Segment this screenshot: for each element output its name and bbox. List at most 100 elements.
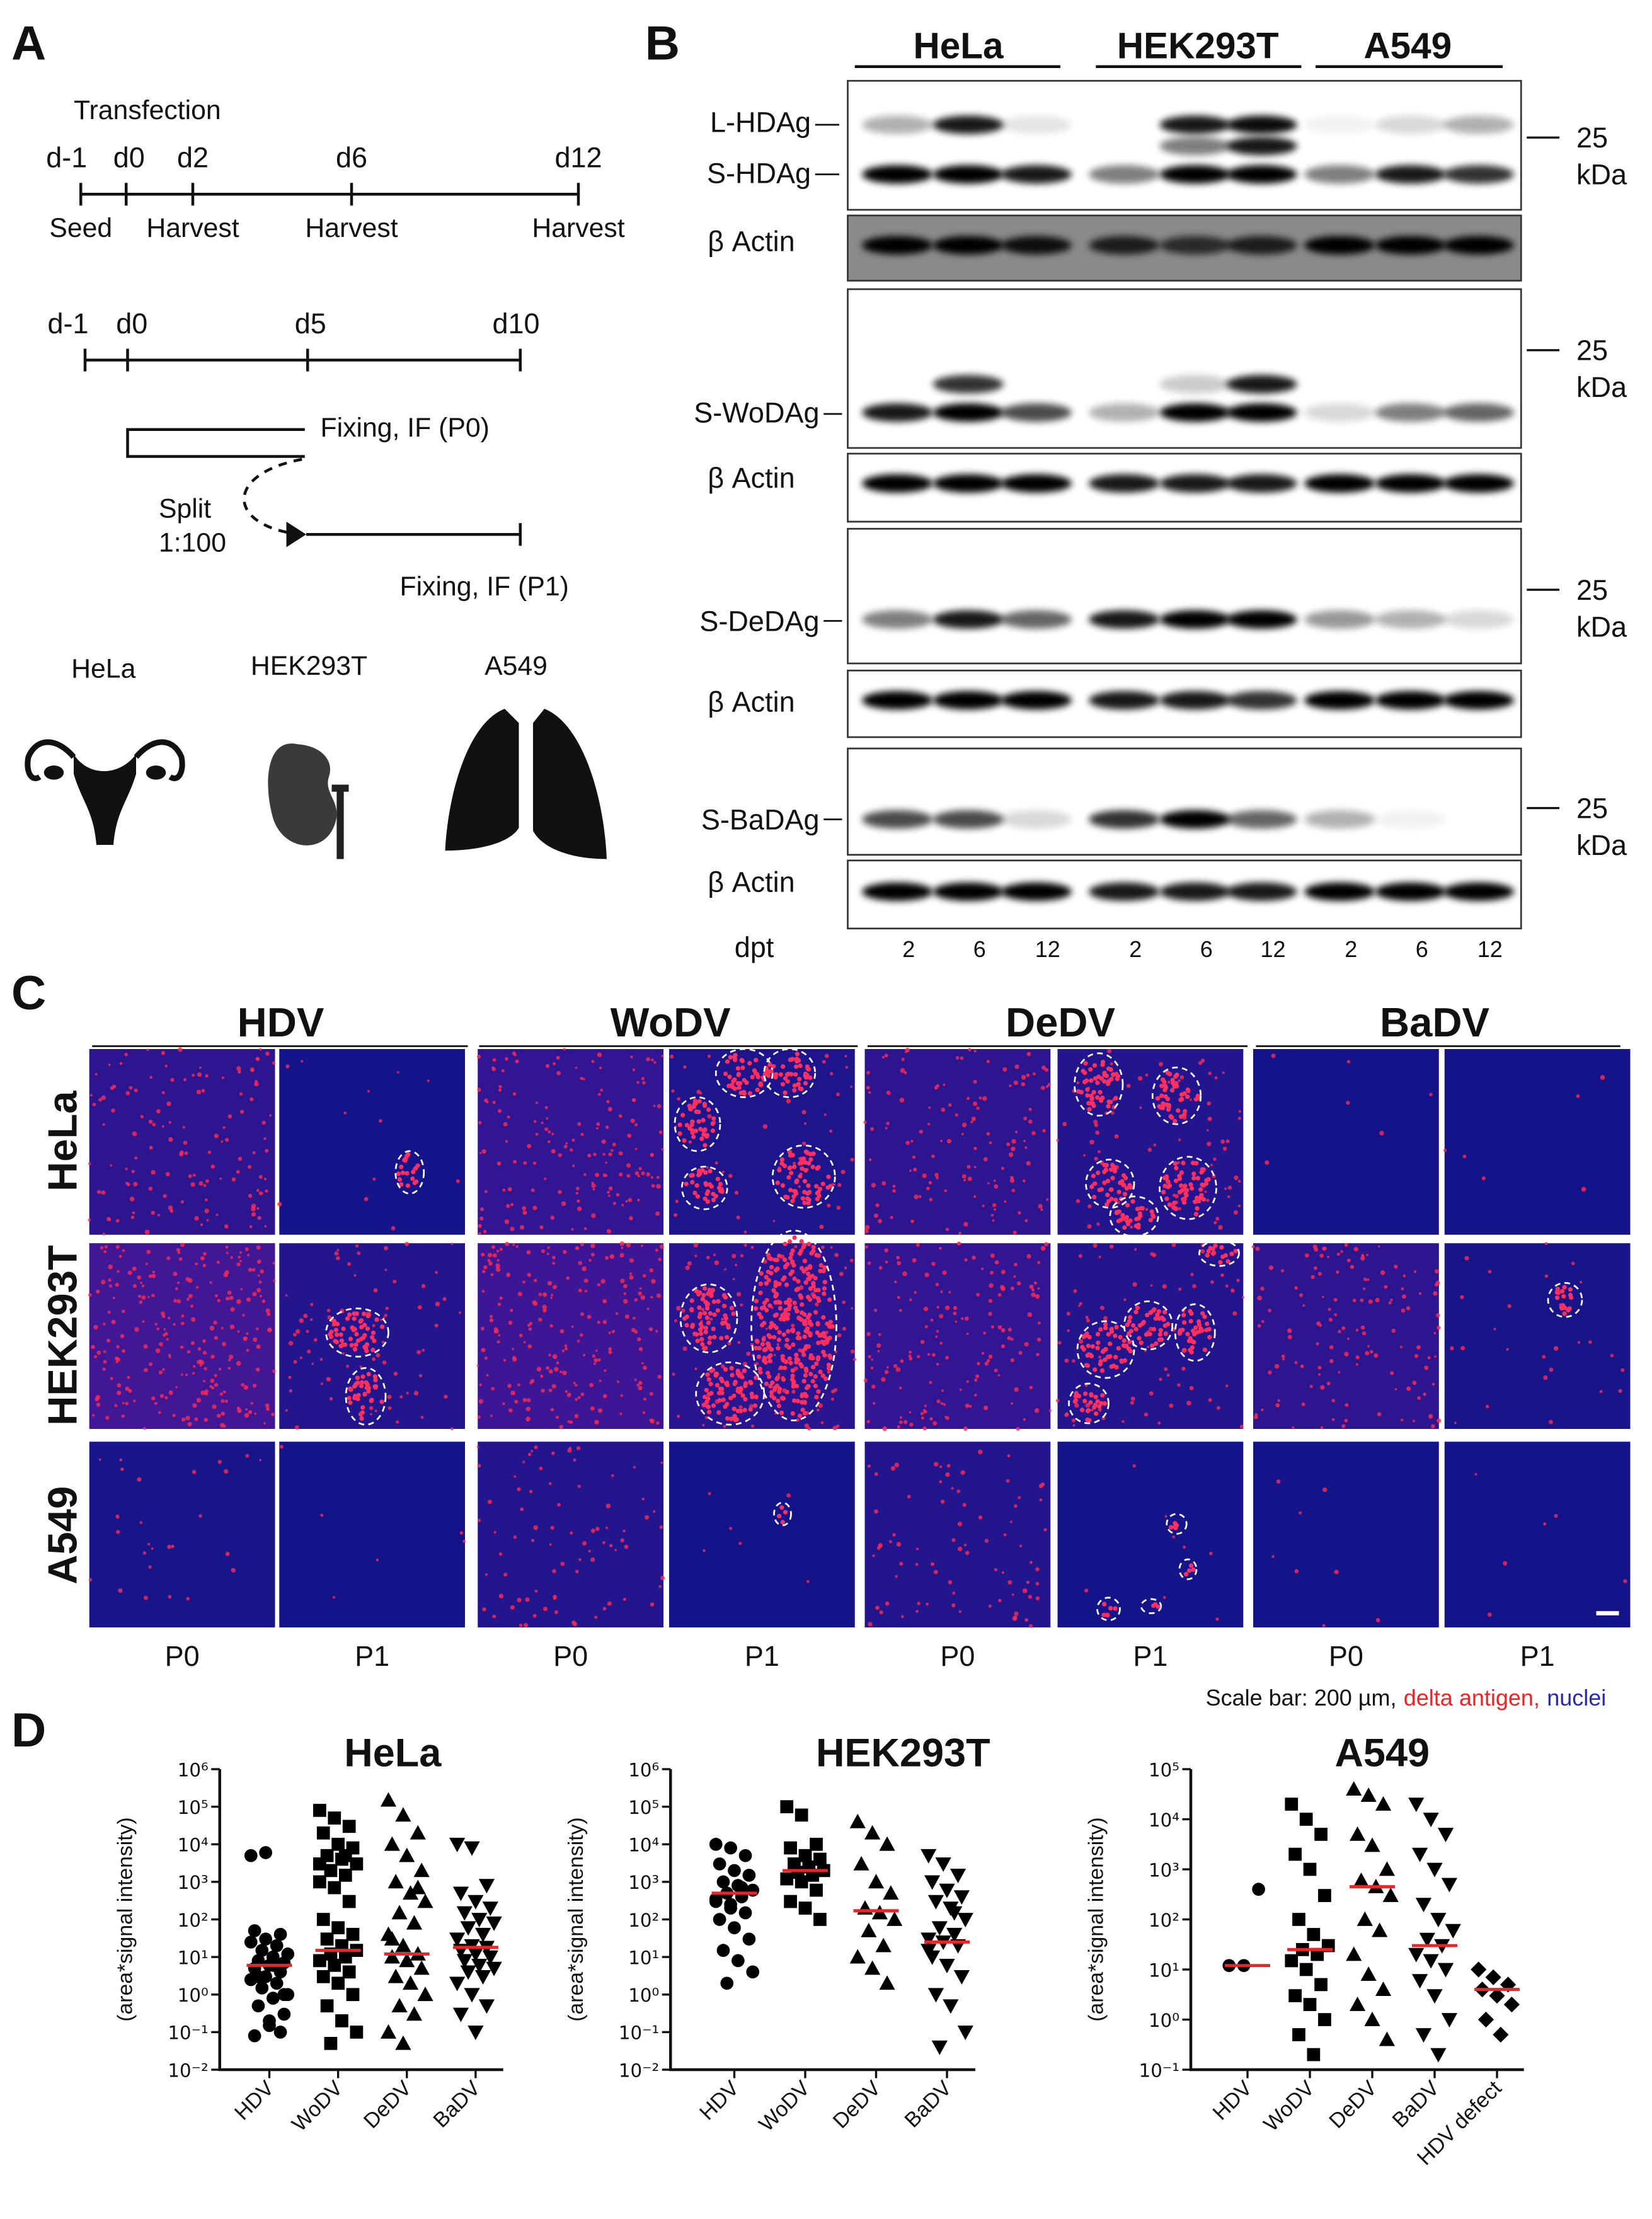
- focus-dot: [1100, 1393, 1105, 1398]
- signal-dot: [1222, 1147, 1227, 1151]
- signal-dot: [556, 1070, 561, 1075]
- signal-dot: [918, 1195, 922, 1198]
- signal-dot: [544, 1106, 548, 1110]
- signal-dot: [159, 1342, 163, 1346]
- signal-dot: [265, 1052, 270, 1056]
- point: [861, 1922, 877, 1937]
- signal-dot: [851, 1307, 854, 1310]
- signal-dot: [237, 1070, 241, 1074]
- focus-dot: [1201, 1183, 1206, 1188]
- focus-dot: [1559, 1288, 1565, 1294]
- focus-dot: [1112, 1169, 1118, 1174]
- point: [709, 1837, 723, 1851]
- signal-dot: [186, 1297, 190, 1301]
- signal-dot: [599, 1066, 602, 1070]
- dpt-label: dpt: [735, 931, 774, 963]
- signal-dot: [1021, 1082, 1026, 1087]
- signal-dot: [1434, 1269, 1439, 1274]
- signal-dot: [173, 1299, 178, 1303]
- signal-dot: [976, 1106, 980, 1110]
- signal-dot: [997, 1325, 1002, 1329]
- signal-dot: [162, 1368, 165, 1371]
- signal-dot: [88, 1218, 91, 1222]
- signal-dot: [103, 1322, 106, 1326]
- signal-dot: [506, 1204, 510, 1208]
- signal-dot: [750, 1424, 755, 1428]
- focus-dot: [1139, 1206, 1144, 1211]
- focus-dot: [794, 1178, 800, 1183]
- signal-dot: [612, 1142, 616, 1147]
- signal-dot: [864, 1245, 868, 1249]
- focus-dot: [402, 1157, 407, 1162]
- point: [270, 1939, 284, 1952]
- band: [1304, 403, 1375, 422]
- signal-dot: [173, 1271, 178, 1276]
- focus-dot: [1169, 1087, 1175, 1093]
- signal-dot: [498, 1085, 502, 1089]
- timeline: [79, 183, 580, 206]
- focus-dot: [785, 1079, 790, 1084]
- signal-dot: [541, 1121, 544, 1125]
- signal-dot: [1360, 1256, 1365, 1261]
- signal-dot: [154, 1402, 158, 1405]
- signal-dot: [523, 1161, 527, 1165]
- signal-dot: [201, 1089, 205, 1093]
- signal-dot: [674, 1319, 677, 1322]
- focus-dot: [703, 1329, 708, 1334]
- signal-dot: [1232, 1311, 1237, 1316]
- signal-dot: [707, 1114, 712, 1119]
- signal-dot: [556, 1361, 559, 1365]
- focus-dot: [365, 1314, 370, 1319]
- signal-dot: [508, 1321, 513, 1325]
- signal-dot: [1350, 1264, 1355, 1270]
- signal-dot: [604, 1369, 607, 1372]
- focus-dot: [706, 1409, 712, 1414]
- signal-dot: [612, 1330, 616, 1333]
- band: [1001, 691, 1072, 710]
- signal-dot: [133, 1399, 136, 1402]
- signal-dot: [1549, 1367, 1554, 1372]
- signal-dot: [1072, 1424, 1076, 1427]
- y-tick-label: 10⁻¹: [619, 2022, 659, 2044]
- focus-dot: [1127, 1331, 1132, 1336]
- signal-dot: [110, 1086, 114, 1090]
- focus-dot: [731, 1311, 736, 1316]
- focus-dot: [348, 1387, 353, 1392]
- signal-dot: [192, 1074, 195, 1077]
- signal-dot: [1423, 1392, 1426, 1396]
- signal-dot: [1010, 1338, 1014, 1341]
- signal-dot: [505, 1140, 508, 1143]
- focus-dot: [708, 1311, 713, 1316]
- focus-dot: [1083, 1061, 1088, 1066]
- focus-dot: [752, 1068, 757, 1074]
- signal-dot: [580, 1312, 585, 1316]
- focus-outline: [1074, 1052, 1124, 1117]
- signal-dot: [197, 1347, 202, 1351]
- focus-dot: [1095, 1081, 1100, 1086]
- signal-dot: [381, 1341, 385, 1344]
- focus-dot: [737, 1085, 742, 1090]
- signal-dot: [1035, 1581, 1040, 1586]
- focus-dot: [1086, 1101, 1091, 1106]
- focus-dot: [764, 1281, 769, 1286]
- focus-dot: [359, 1324, 364, 1329]
- signal-dot: [1111, 1111, 1115, 1115]
- signal-dot: [1083, 1154, 1086, 1157]
- point: [380, 2024, 397, 2039]
- signal-dot: [485, 1573, 488, 1576]
- focus-dot: [757, 1346, 762, 1351]
- point: [406, 1915, 423, 1930]
- signal-dot: [125, 1091, 130, 1096]
- signal-dot: [1010, 1358, 1014, 1363]
- focus-dot: [790, 1411, 795, 1416]
- signal-dot: [1344, 1418, 1348, 1423]
- signal-dot: [180, 1345, 184, 1349]
- focus-dot: [1110, 1329, 1115, 1334]
- focus-dot: [723, 1071, 728, 1077]
- focus-dot: [709, 1293, 714, 1299]
- point: [456, 1906, 473, 1921]
- focus-dot: [790, 1269, 795, 1274]
- signal-dot: [1210, 1280, 1214, 1284]
- focus-dot: [1561, 1293, 1566, 1299]
- signal-dot: [301, 1060, 304, 1063]
